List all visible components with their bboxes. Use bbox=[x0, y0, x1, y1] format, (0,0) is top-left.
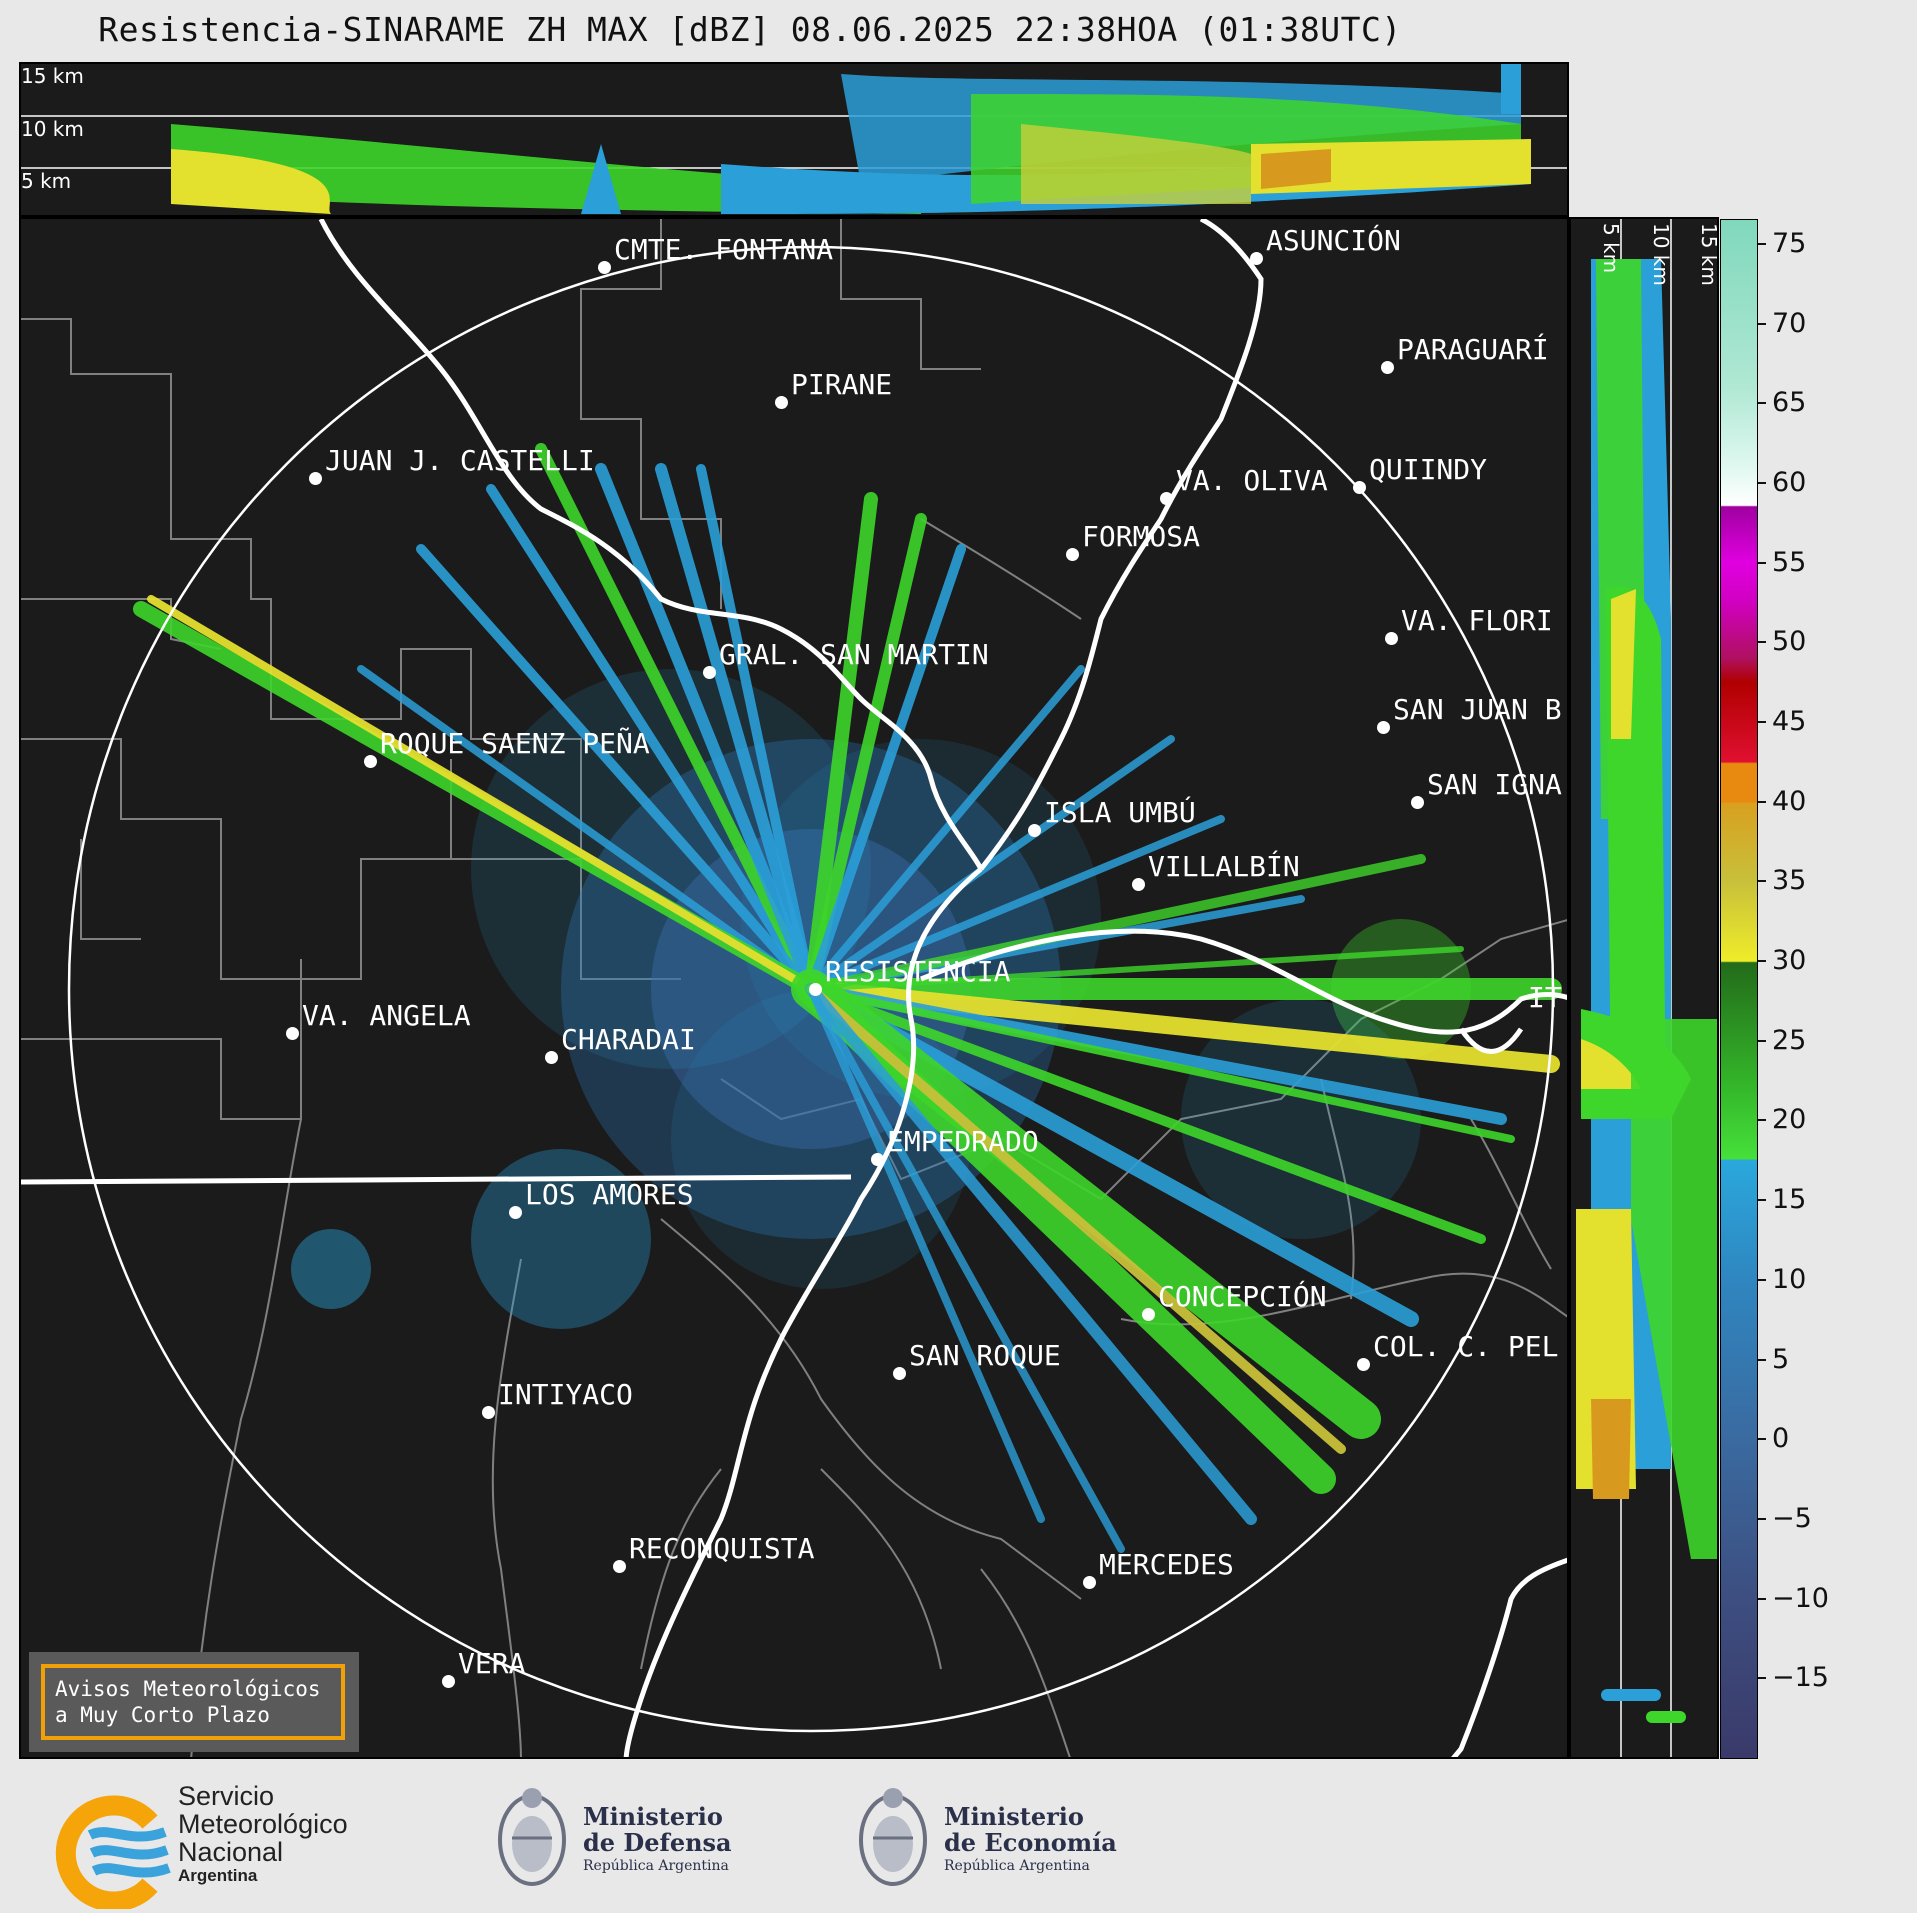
colorbar-tick-label: 15 bbox=[1772, 1184, 1807, 1216]
footer-logos: Servicio Meteorológico Nacional Argentin… bbox=[0, 1760, 1917, 1912]
colorbar bbox=[1720, 219, 1758, 1759]
side-alt-label-5km: 5 km bbox=[1599, 223, 1623, 274]
alt-label-10km: 10 km bbox=[21, 117, 84, 141]
side-cross-section-echoes bbox=[1576, 219, 1717, 1757]
side-cross-section-panel: 5 km 10 km 15 km bbox=[1569, 217, 1719, 1759]
colorbar-tick-label: 30 bbox=[1772, 945, 1807, 977]
colorbar-tick-label: 0 bbox=[1772, 1423, 1790, 1455]
colorbar-tick-label: 55 bbox=[1772, 546, 1807, 578]
defensa-logo-text: Ministerio de Defensa República Argentin… bbox=[583, 1802, 732, 1875]
economia-seal-logo bbox=[859, 1788, 927, 1886]
range-ring bbox=[67, 245, 1555, 1733]
top-cross-section-echoes bbox=[21, 64, 1567, 214]
defensa-seal-logo bbox=[498, 1788, 566, 1886]
colorbar-tick-label: 45 bbox=[1772, 706, 1807, 738]
chart-title: Resistencia-SINARAME ZH MAX [dBZ] 08.06.… bbox=[98, 10, 1402, 49]
colorbar-tick-label: 35 bbox=[1772, 865, 1807, 897]
colorbar-tick-label: 40 bbox=[1772, 785, 1807, 817]
alerts-line1: Avisos Meteorológicos bbox=[55, 1677, 321, 1701]
top-cross-section-panel: 15 km 10 km 5 km bbox=[19, 62, 1569, 217]
radar-map-svg bbox=[21, 219, 1567, 1757]
colorbar-tick-label: 65 bbox=[1772, 387, 1807, 419]
colorbar-tick-label: −5 bbox=[1772, 1502, 1812, 1534]
economia-logo-text: Ministerio de Economía República Argenti… bbox=[944, 1802, 1117, 1875]
alerts-line2: a Muy Corto Plazo bbox=[55, 1703, 270, 1727]
alt-label-5km: 5 km bbox=[21, 169, 72, 193]
department-boundaries bbox=[21, 219, 1567, 1757]
smn-logo bbox=[55, 1795, 171, 1912]
colorbar-tick-label: 60 bbox=[1772, 466, 1807, 498]
colorbar-tick-label: −15 bbox=[1772, 1662, 1829, 1694]
colorbar-tick-label: 10 bbox=[1772, 1263, 1807, 1295]
colorbar-tick-label: 50 bbox=[1772, 626, 1807, 658]
international-borders bbox=[21, 219, 1567, 1757]
smn-logo-text: Servicio Meteorológico Nacional Argentin… bbox=[178, 1781, 348, 1885]
radar-map-panel: CMTE. FONTANA ASUNCIÓN PARAGUARÍ PIRANE … bbox=[19, 217, 1569, 1759]
alerts-box-border: Avisos Meteorológicos a Muy Corto Plazo bbox=[41, 1664, 345, 1740]
alt-label-15km: 15 km bbox=[21, 64, 84, 88]
footer-logo-graphics bbox=[55, 1788, 927, 1912]
colorbar-tick-label: 25 bbox=[1772, 1024, 1807, 1056]
side-alt-label-15km: 15 km bbox=[1697, 223, 1719, 286]
colorbar-tick-label: 5 bbox=[1772, 1343, 1790, 1375]
colorbar-tick-label: −10 bbox=[1772, 1582, 1829, 1614]
colorbar-tick-label: 70 bbox=[1772, 307, 1807, 339]
side-alt-label-10km: 10 km bbox=[1649, 223, 1673, 286]
colorbar-tick-label: 75 bbox=[1772, 227, 1807, 259]
colorbar-tick-label: 20 bbox=[1772, 1104, 1807, 1136]
alerts-box[interactable]: Avisos Meteorológicos a Muy Corto Plazo bbox=[29, 1652, 359, 1752]
colorbar-ticks: 75 70 65 60 55 50 45 40 35 30 25 20 15 10 5 0 −5 −10 −15 bbox=[1758, 219, 1858, 1759]
